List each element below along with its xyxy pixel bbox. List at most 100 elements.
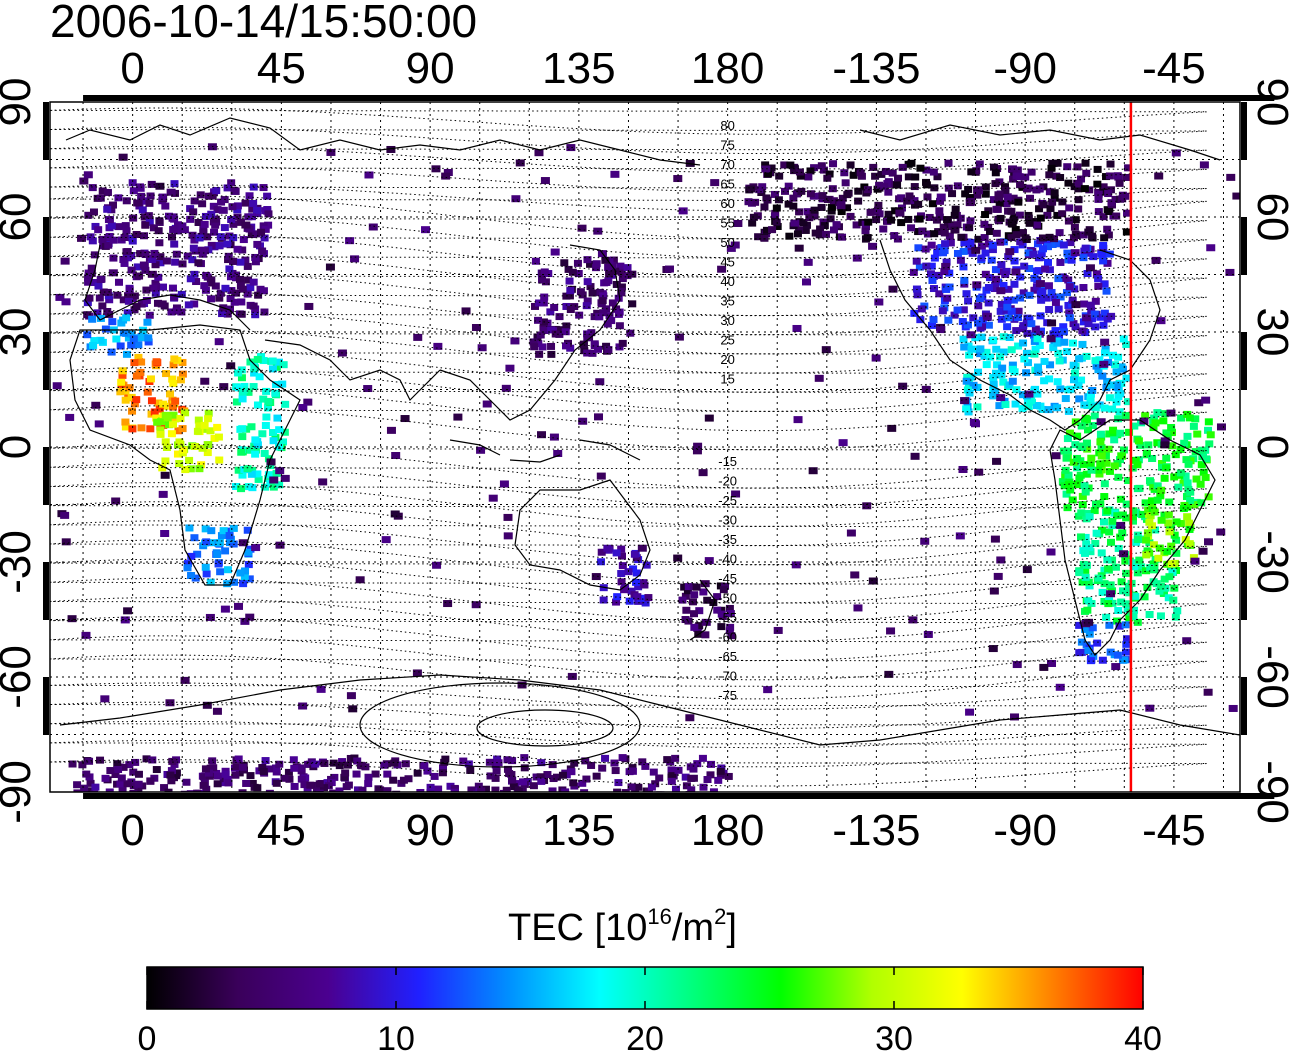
tec-cell <box>244 561 253 569</box>
tec-cell <box>1058 210 1067 218</box>
tec-cell <box>547 342 556 350</box>
tec-cell <box>647 783 656 791</box>
tec-cell <box>992 205 1001 213</box>
tec-cell <box>1130 563 1139 571</box>
tec-cell <box>1181 472 1190 480</box>
tec-cell <box>1091 357 1100 365</box>
tec-cell <box>253 355 262 363</box>
tec-cell <box>111 770 120 778</box>
tec-cell <box>137 358 146 366</box>
tec-cell <box>221 284 230 292</box>
tec-cell <box>206 279 215 287</box>
tec-cell <box>109 201 118 209</box>
tec-cell <box>280 428 289 436</box>
tec-cell <box>819 166 828 174</box>
tec-cell <box>255 373 264 381</box>
tec-cell <box>1158 460 1167 468</box>
tec-cell <box>1171 451 1180 459</box>
tec-cell <box>251 253 260 261</box>
tec-cell <box>1084 578 1093 586</box>
tec-cell <box>200 377 210 385</box>
tec-cell <box>279 438 288 446</box>
tec-cell <box>1095 470 1104 478</box>
tec-cell <box>251 450 260 458</box>
tec-cell <box>582 775 591 783</box>
tec-cell <box>127 341 136 349</box>
tec-cell <box>348 705 358 713</box>
tec-cell <box>877 170 886 178</box>
tec-cell <box>1100 480 1109 488</box>
tec-cell <box>914 200 923 208</box>
tec-cell <box>1051 327 1060 335</box>
tec-cell <box>113 760 122 768</box>
tec-cell <box>199 229 208 237</box>
tec-cell <box>1064 471 1073 479</box>
tec-cell <box>1226 173 1236 181</box>
tec-cell <box>441 172 451 180</box>
tec-cell <box>281 400 290 408</box>
tec-cell <box>629 565 638 573</box>
tec-cell <box>991 275 1000 283</box>
tec-cell <box>915 263 924 271</box>
tec-cell <box>1047 659 1057 667</box>
tec-cell <box>1071 418 1080 426</box>
tec-cell <box>1154 554 1163 562</box>
tec-cell <box>981 183 990 191</box>
tec-cell <box>481 785 490 792</box>
tec-cell <box>1074 205 1083 213</box>
tec-cell <box>1167 542 1176 550</box>
tec-cell <box>1093 165 1102 173</box>
tec-cell <box>232 763 241 771</box>
tec-cell <box>1106 581 1115 589</box>
tec-cell <box>986 228 995 236</box>
tec-cell <box>109 254 118 262</box>
tec-cell <box>105 296 114 304</box>
tec-cell <box>1094 208 1103 216</box>
tec-cell <box>229 524 238 532</box>
tec-cell <box>936 193 946 201</box>
tec-cell <box>1114 353 1123 361</box>
tec-cell <box>957 233 966 241</box>
tec-cell <box>1182 493 1191 501</box>
tec-cell <box>83 331 92 339</box>
tec-cell <box>194 259 203 267</box>
tec-cell <box>775 172 784 180</box>
tec-cell <box>60 257 70 265</box>
tec-cell <box>186 790 195 792</box>
tec-cell <box>1075 569 1084 577</box>
tec-cell <box>1156 612 1165 620</box>
tec-cell <box>1124 164 1133 172</box>
top-longitude-label: -135 <box>832 44 920 93</box>
tec-cell <box>275 467 285 475</box>
tec-cell <box>207 295 216 303</box>
tec-cell <box>1122 228 1131 236</box>
tec-cell <box>148 255 157 263</box>
tec-cell <box>1155 587 1164 595</box>
tec-cell <box>187 571 196 579</box>
tec-cell <box>271 389 280 397</box>
tec-cell <box>999 333 1008 341</box>
tec-cell <box>590 313 599 321</box>
tec-cell <box>103 205 112 213</box>
tec-cell <box>178 370 187 378</box>
tec-cell <box>1151 526 1160 534</box>
tec-cell <box>915 215 924 223</box>
tec-cell <box>617 578 626 586</box>
tec-cell <box>1108 556 1117 564</box>
tec-cell <box>1007 165 1017 173</box>
tec-cell <box>1168 568 1177 576</box>
tec-cell <box>566 144 576 152</box>
tec-cell <box>942 285 951 293</box>
tec-cell <box>96 276 105 284</box>
tec-cell <box>109 236 118 244</box>
tec-cell <box>202 538 211 546</box>
tec-cell <box>241 199 250 207</box>
tec-cell <box>1003 303 1012 311</box>
tec-cell <box>219 527 228 535</box>
frame-tick <box>529 95 680 101</box>
tec-cell <box>998 364 1007 372</box>
tec-cell <box>226 362 236 370</box>
tec-cell <box>257 228 266 236</box>
tec-cell <box>988 645 998 653</box>
contour-label: 60 <box>720 196 734 211</box>
